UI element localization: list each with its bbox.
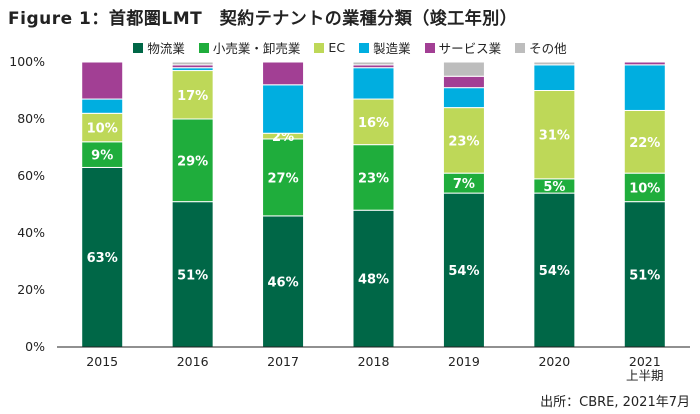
bar-segment: [623, 64, 666, 111]
bar-segment: [352, 67, 395, 100]
bar-segment: [533, 192, 576, 348]
bar-segment: [262, 138, 305, 217]
y-tick-label: 100%: [9, 54, 45, 69]
x-tick-label: 2015: [86, 354, 118, 369]
legend-swatch: [133, 42, 144, 53]
legend-label: 物流業: [147, 41, 185, 56]
x-tick-label: 上半期: [626, 368, 664, 383]
bar-segment: [533, 64, 576, 91]
legend-swatch: [424, 42, 435, 53]
bar-segment: [352, 98, 395, 146]
legend-swatch: [314, 42, 325, 53]
legend-label: EC: [328, 40, 346, 55]
legend-swatch: [359, 42, 370, 53]
data-label: 63%: [87, 251, 118, 266]
source-note: 出所：CBRE, 2021年7月: [540, 395, 690, 410]
legend-label: その他: [529, 41, 567, 56]
legend-label: 小売業・卸売業: [212, 41, 301, 56]
bar-segment: [533, 61, 576, 66]
data-label: 9%: [91, 149, 113, 164]
data-label: 51%: [177, 268, 208, 283]
data-label: 48%: [358, 273, 389, 288]
x-tick-label: 2016: [177, 354, 209, 369]
legend-item: 小売業・卸売業: [198, 38, 301, 57]
bar-segment: [533, 90, 576, 180]
data-label: 54%: [539, 264, 570, 279]
legend-item: その他: [515, 38, 567, 57]
bar-segment: [352, 61, 395, 66]
bar-segment: [352, 209, 395, 348]
y-tick-label: 60%: [17, 168, 45, 183]
data-label: 23%: [358, 171, 389, 186]
bar-segment: [442, 107, 485, 174]
data-label: 5%: [543, 180, 565, 195]
bar-segment: [623, 172, 666, 203]
data-label: 51%: [629, 268, 660, 283]
data-label: 27%: [268, 171, 299, 186]
bar-segment: [442, 192, 485, 348]
legend-label: サービス業: [438, 41, 502, 56]
data-label: 10%: [87, 122, 118, 137]
legend-item: 製造業: [359, 38, 411, 57]
bar-segment: [442, 75, 485, 89]
chart-legend: 物流業 小売業・卸売業 EC 製造業 サービス業 その他: [0, 38, 700, 57]
legend-label: 製造業: [373, 41, 411, 56]
data-label: 29%: [177, 154, 208, 169]
bar-segment: [81, 98, 124, 114]
bar-segment: [171, 70, 214, 120]
bar-segment: [171, 118, 214, 203]
bar-segment: [623, 61, 666, 66]
data-label: 17%: [177, 89, 208, 104]
x-tick-label: 2021: [629, 354, 661, 369]
data-label: 23%: [448, 134, 479, 149]
x-tick-label: 2017: [267, 354, 299, 369]
bar-segment: [171, 61, 214, 66]
bar-segment: [262, 84, 305, 134]
data-label: 16%: [358, 116, 389, 131]
data-label: 7%: [453, 177, 475, 192]
legend-swatch: [198, 42, 209, 53]
x-tick-label: 2019: [448, 354, 480, 369]
bar-segment: [442, 87, 485, 109]
bar-segment: [262, 61, 305, 86]
legend-item: EC: [314, 38, 345, 57]
data-label: 10%: [629, 181, 660, 196]
bar-segment: [81, 61, 124, 100]
x-tick-label: 2020: [538, 354, 570, 369]
y-tick-label: 20%: [17, 282, 45, 297]
y-tick-label: 40%: [17, 225, 45, 240]
data-label: 54%: [448, 264, 479, 279]
legend-item: 物流業: [133, 38, 185, 57]
y-tick-label: 0%: [25, 339, 45, 354]
data-label: 31%: [539, 129, 570, 144]
legend-item: サービス業: [424, 38, 502, 57]
legend-swatch: [515, 42, 526, 53]
x-tick-label: 2018: [358, 354, 390, 369]
bar-segment: [623, 109, 666, 174]
data-label: 46%: [268, 275, 299, 290]
chart-title: Figure 1：首都圏LMT 契約テナントの業種分類（竣工年別）: [8, 9, 518, 29]
bar-segment: [442, 61, 485, 77]
bar-segment: [623, 201, 666, 348]
data-label: 2%: [272, 130, 294, 145]
y-tick-label: 80%: [17, 111, 45, 126]
data-label: 22%: [629, 136, 660, 151]
